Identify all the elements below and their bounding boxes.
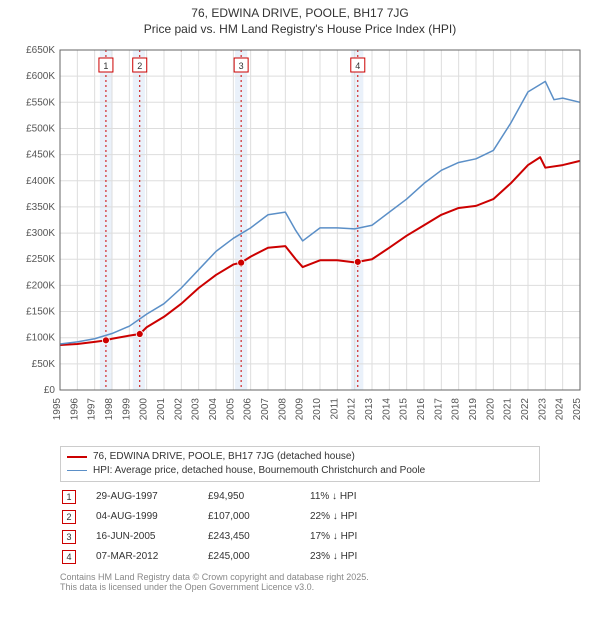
x-tick-label: 2006 (243, 397, 254, 420)
legend-label: HPI: Average price, detached house, Bour… (93, 465, 425, 476)
y-tick-label: £150K (26, 306, 55, 317)
tx-delta: 11% ↓ HPI (310, 488, 375, 506)
x-tick-label: 2014 (381, 397, 392, 420)
legend-row: 76, EDWINA DRIVE, POOLE, BH17 7JG (detac… (67, 450, 533, 464)
tx-price: £243,450 (208, 528, 308, 546)
y-tick-label: £50K (32, 358, 56, 369)
y-tick-label: £250K (26, 254, 55, 265)
x-tick-label: 2023 (537, 397, 548, 420)
y-tick-label: £0 (44, 385, 56, 396)
page-root: 76, EDWINA DRIVE, POOLE, BH17 7JG Price … (0, 0, 600, 620)
x-tick-label: 2004 (208, 397, 219, 420)
tx-delta: 22% ↓ HPI (310, 508, 375, 526)
x-tick-label: 1998 (104, 397, 115, 420)
x-tick-label: 2000 (139, 397, 150, 420)
tx-marker-label: 4 (355, 61, 360, 71)
x-tick-label: 2012 (347, 397, 358, 420)
footer-line2: This data is licensed under the Open Gov… (60, 582, 590, 593)
x-tick-label: 2018 (451, 397, 462, 420)
tx-date: 29-AUG-1997 (96, 488, 206, 506)
y-tick-label: £600K (26, 71, 55, 82)
x-tick-label: 2007 (260, 397, 271, 420)
tx-point (136, 330, 143, 337)
footer-line1: Contains HM Land Registry data © Crown c… (60, 572, 590, 583)
x-tick-label: 2005 (225, 397, 236, 420)
legend: 76, EDWINA DRIVE, POOLE, BH17 7JG (detac… (60, 446, 540, 482)
legend-swatch (67, 456, 87, 458)
x-tick-label: 2022 (520, 397, 531, 420)
x-tick-label: 2020 (485, 397, 496, 420)
legend-row: HPI: Average price, detached house, Bour… (67, 464, 533, 478)
tx-marker-icon: 3 (62, 530, 76, 544)
x-tick-label: 1995 (52, 397, 63, 420)
x-tick-label: 2001 (156, 397, 167, 420)
y-tick-label: £500K (26, 123, 55, 134)
x-tick-label: 2009 (295, 397, 306, 420)
tx-marker-icon: 2 (62, 510, 76, 524)
tx-price: £107,000 (208, 508, 308, 526)
x-tick-label: 2002 (173, 397, 184, 420)
y-tick-label: £200K (26, 280, 55, 291)
transaction-table: 1 29-AUG-1997£94,95011% ↓ HPI 2 04-AUG-1999… (60, 486, 377, 568)
table-row: 4 07-MAR-2012£245,00023% ↓ HPI (62, 548, 375, 566)
x-tick-label: 1997 (87, 397, 98, 420)
x-tick-label: 2013 (364, 397, 375, 420)
tx-point (238, 259, 245, 266)
tx-point (102, 336, 109, 343)
line-chart: £0 £50K £100K £150K £200K £250K £300K £350K £400… (10, 40, 590, 440)
tx-marker-icon: 1 (62, 490, 76, 504)
y-tick-label: £350K (26, 202, 55, 213)
x-tick-label: 2021 (503, 397, 514, 420)
y-tick-label: £550K (26, 97, 55, 108)
x-tick-label: 2016 (416, 397, 427, 420)
tx-marker-label: 2 (137, 61, 142, 71)
y-tick-label: £400K (26, 175, 55, 186)
y-tick-label: £100K (26, 332, 55, 343)
footer-attribution: Contains HM Land Registry data © Crown c… (60, 572, 590, 594)
chart-title-line1: 76, EDWINA DRIVE, POOLE, BH17 7JG (10, 6, 590, 22)
x-tick-label: 1996 (69, 397, 80, 420)
table-row: 2 04-AUG-1999£107,00022% ↓ HPI (62, 508, 375, 526)
y-tick-label: £650K (26, 45, 55, 56)
legend-swatch (67, 470, 87, 472)
y-tick-label: £450K (26, 149, 55, 160)
tx-date: 07-MAR-2012 (96, 548, 206, 566)
x-tick-label: 2003 (191, 397, 202, 420)
chart-title-line2: Price paid vs. HM Land Registry's House … (10, 22, 590, 36)
y-tick-label: £300K (26, 228, 55, 239)
table-row: 1 29-AUG-1997£94,95011% ↓ HPI (62, 488, 375, 506)
tx-marker-label: 3 (239, 61, 244, 71)
x-tick-label: 2011 (329, 397, 340, 419)
tx-date: 16-JUN-2005 (96, 528, 206, 546)
x-tick-label: 2019 (468, 397, 479, 420)
tx-marker-icon: 4 (62, 550, 76, 564)
legend-label: 76, EDWINA DRIVE, POOLE, BH17 7JG (detac… (93, 451, 355, 462)
tx-price: £245,000 (208, 548, 308, 566)
x-tick-label: 2024 (555, 397, 566, 420)
tx-delta: 23% ↓ HPI (310, 548, 375, 566)
tx-point (354, 258, 361, 265)
tx-delta: 17% ↓ HPI (310, 528, 375, 546)
x-tick-label: 2010 (312, 397, 323, 420)
x-tick-label: 2017 (433, 397, 444, 420)
x-tick-label: 1999 (121, 397, 132, 420)
tx-date: 04-AUG-1999 (96, 508, 206, 526)
x-tick-label: 2025 (572, 397, 583, 420)
chart-area: £0 £50K £100K £150K £200K £250K £300K £350K £400… (10, 40, 590, 440)
table-row: 3 16-JUN-2005£243,45017% ↓ HPI (62, 528, 375, 546)
tx-price: £94,950 (208, 488, 308, 506)
x-tick-label: 2008 (277, 397, 288, 420)
x-tick-label: 2015 (399, 397, 410, 420)
tx-marker-label: 1 (103, 61, 108, 71)
